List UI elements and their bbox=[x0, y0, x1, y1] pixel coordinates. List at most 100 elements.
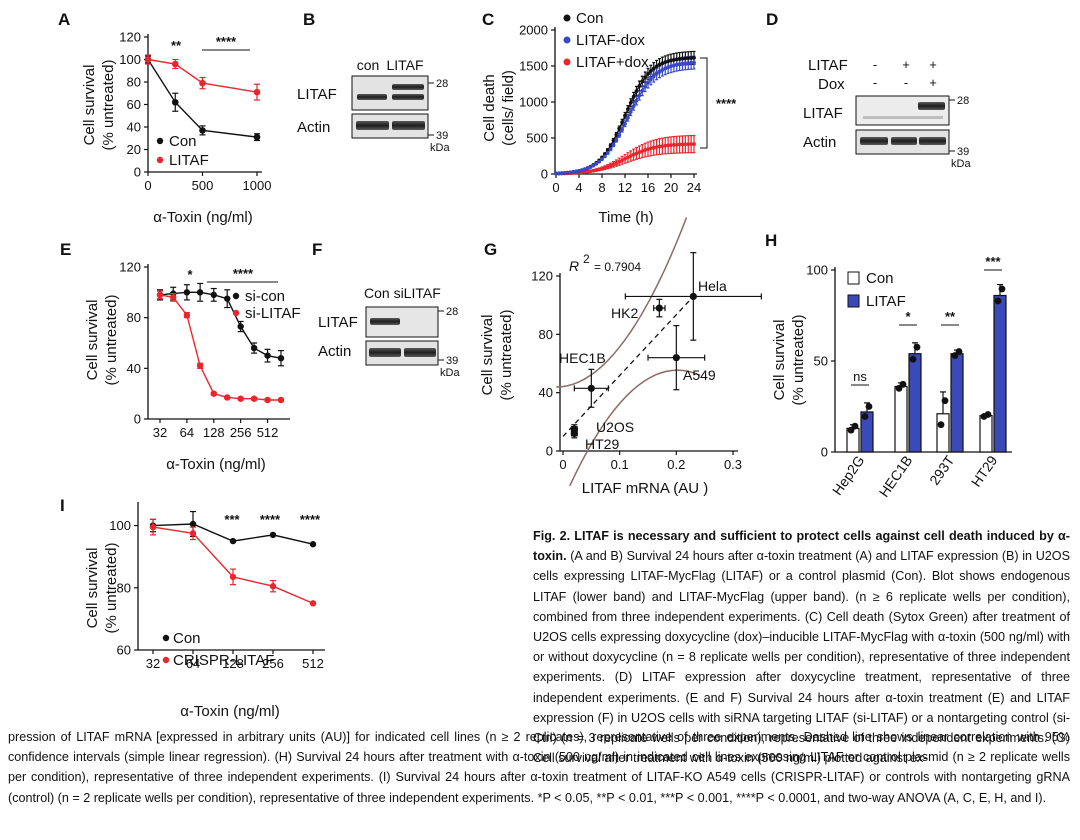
panel-a: A Cell survival (% untreated) α-Toxin (n… bbox=[58, 10, 271, 226]
panel-c-point-litaf bbox=[666, 143, 671, 148]
panel-c-point-dox bbox=[611, 142, 616, 147]
panel-g-x-tick-label: 0.3 bbox=[724, 457, 742, 472]
panel-c-point-con bbox=[611, 138, 616, 143]
panel-i-point-con bbox=[309, 541, 317, 548]
panel-a-letter: A bbox=[58, 10, 70, 29]
panel-c-point-litaf bbox=[625, 155, 630, 160]
panel-c-point-con bbox=[620, 120, 625, 125]
panel-e-point-silitaf bbox=[196, 362, 204, 369]
panel-c-point-litaf bbox=[637, 150, 642, 155]
panel-e-point-sicon bbox=[210, 291, 217, 299]
panel-g-point bbox=[689, 292, 697, 301]
panel-g-point-label: U2OS bbox=[596, 419, 634, 435]
panel-i-x-tick-label: 256 bbox=[262, 656, 284, 671]
panel-c-point-litaf bbox=[680, 142, 685, 147]
panel-c-point-dox bbox=[663, 66, 668, 71]
panel-e-line-silitaf bbox=[159, 294, 281, 401]
panel-h-replicate-point bbox=[998, 285, 1006, 293]
panel-c-point-dox bbox=[646, 80, 650, 85]
panel-d: D LITAF Dox - + + - - + LITAF Actin 28 3… bbox=[766, 10, 971, 170]
panel-e: E Cell survival (% untreated) α-Toxin (n… bbox=[60, 240, 301, 473]
panel-c-x-tick-label: 12 bbox=[618, 180, 632, 195]
panel-g-xlabel: LITAF mRNA (AU ) bbox=[582, 480, 708, 497]
panel-h-legend-swatch-con bbox=[847, 271, 860, 285]
panel-c-point-dox bbox=[608, 147, 613, 152]
panel-h-plot: 0 50 100 ns Hep2G * HEC1B ** 293T *** HT29 bbox=[806, 254, 1012, 500]
panel-g-y-tick-label: 120 bbox=[531, 269, 553, 284]
panel-c-xlabel: Time (h) bbox=[598, 209, 653, 226]
panel-a-legend-marker-litaf bbox=[156, 156, 164, 164]
panel-b-lane-con: con bbox=[357, 57, 380, 73]
panel-c-point-litaf bbox=[623, 156, 627, 161]
panel-c-ylabel-line2: (cells/ field) bbox=[500, 70, 517, 146]
panel-h-legend-con: Con bbox=[866, 270, 894, 287]
panel-d-sign: + bbox=[929, 57, 937, 72]
panel-h-sig-label: *** bbox=[985, 254, 1001, 269]
panel-e-point-sicon bbox=[277, 355, 285, 362]
panel-c-legend-marker-con bbox=[563, 14, 571, 22]
panel-c-plot: 0 500 1000 1500 2000 0 4 8 12 16 20 24 bbox=[519, 23, 701, 196]
panel-c-point-litaf bbox=[660, 144, 665, 149]
panel-c-point-con bbox=[646, 72, 650, 76]
panel-i-point-crispr bbox=[229, 573, 237, 581]
panel-g-point bbox=[570, 429, 578, 438]
panel-c-point-litaf bbox=[677, 142, 682, 147]
panel-e-point-silitaf bbox=[250, 395, 258, 402]
panel-d-band bbox=[860, 137, 888, 145]
panel-g-point-label: HT29 bbox=[585, 436, 619, 452]
panel-c-point-dox bbox=[643, 84, 648, 89]
panel-a-line-litaf bbox=[147, 58, 258, 93]
panel-g-ylabel: Cell survival (% untreated) bbox=[479, 310, 515, 401]
panel-e-point-silitaf bbox=[224, 394, 231, 401]
panel-i-point-crispr bbox=[309, 600, 317, 607]
panel-h-replicate-point bbox=[955, 348, 963, 355]
panel-c-point-dox bbox=[634, 98, 639, 103]
panel-e-sig-2: **** bbox=[233, 266, 254, 281]
figure-caption-text: (A and B) Survival 24 hours after α-toxi… bbox=[533, 549, 1070, 766]
panel-g-point-label: HK2 bbox=[611, 305, 638, 321]
panel-e-point-silitaf bbox=[264, 396, 271, 404]
panel-d-sign: - bbox=[873, 75, 877, 90]
panel-a-point-litaf bbox=[199, 79, 206, 87]
panel-a-xlabel: α-Toxin (ng/ml) bbox=[153, 209, 253, 226]
panel-g-x-tick-label: 0 bbox=[559, 457, 566, 472]
panel-c-x-tick-label: 8 bbox=[598, 180, 605, 195]
panel-i-legend-con: Con bbox=[173, 630, 201, 647]
panel-a-legend-marker-con bbox=[156, 137, 164, 145]
panel-c-point-litaf bbox=[614, 161, 619, 165]
panel-h-y-tick-label: 0 bbox=[821, 445, 828, 460]
panel-a-y-tick-label: 60 bbox=[127, 97, 141, 112]
panel-c-point-con bbox=[683, 56, 688, 61]
panel-d-blot-litaf bbox=[855, 95, 950, 126]
panel-g-point bbox=[587, 384, 595, 392]
panel-e-xlabel: α-Toxin (ng/ml) bbox=[166, 456, 266, 473]
panel-f-row-actin: Actin bbox=[318, 343, 351, 360]
panel-i-y-tick-label: 60 bbox=[117, 643, 131, 658]
panel-c-legend-marker-litaf bbox=[563, 58, 571, 66]
panel-c-point-litaf bbox=[669, 143, 673, 148]
panel-c-point-dox bbox=[683, 61, 688, 66]
panel-i-sig-2: **** bbox=[260, 512, 281, 527]
panel-c-point-dox bbox=[623, 121, 627, 126]
panel-c-point-litaf bbox=[617, 159, 622, 164]
panel-e-point-sicon bbox=[196, 289, 204, 296]
panel-c-point-dox bbox=[574, 169, 579, 174]
panel-h-y-tick-label: 100 bbox=[806, 263, 828, 278]
panel-c-ylabel: Cell death (cells/ field) bbox=[481, 70, 517, 146]
panel-a-line-con bbox=[147, 59, 258, 138]
panel-c-point-litaf bbox=[611, 162, 616, 167]
panel-g-point-label: Hela bbox=[698, 278, 727, 294]
panel-c-point-litaf bbox=[643, 148, 648, 152]
panel-b-row-actin: Actin bbox=[297, 119, 330, 136]
panel-c-point-litaf bbox=[646, 147, 650, 152]
panel-c-point-dox bbox=[657, 69, 662, 74]
panel-c-point-con bbox=[671, 57, 676, 62]
panel-g-plot: 0 40 80 120 0 0.1 0.2 0.3 Hela HK2 A549 HEC1B U2OSHT… bbox=[531, 217, 762, 487]
panel-d-band bbox=[891, 137, 917, 145]
panel-c-point-dox bbox=[600, 157, 604, 162]
panel-b-row-litaf: LITAF bbox=[297, 86, 337, 103]
panel-d-sign: + bbox=[902, 57, 910, 72]
panel-g-letter: G bbox=[484, 240, 497, 259]
panel-e-y-tick-label: 80 bbox=[127, 310, 141, 325]
panel-g-ylabel-line2: (% untreated) bbox=[498, 310, 515, 401]
